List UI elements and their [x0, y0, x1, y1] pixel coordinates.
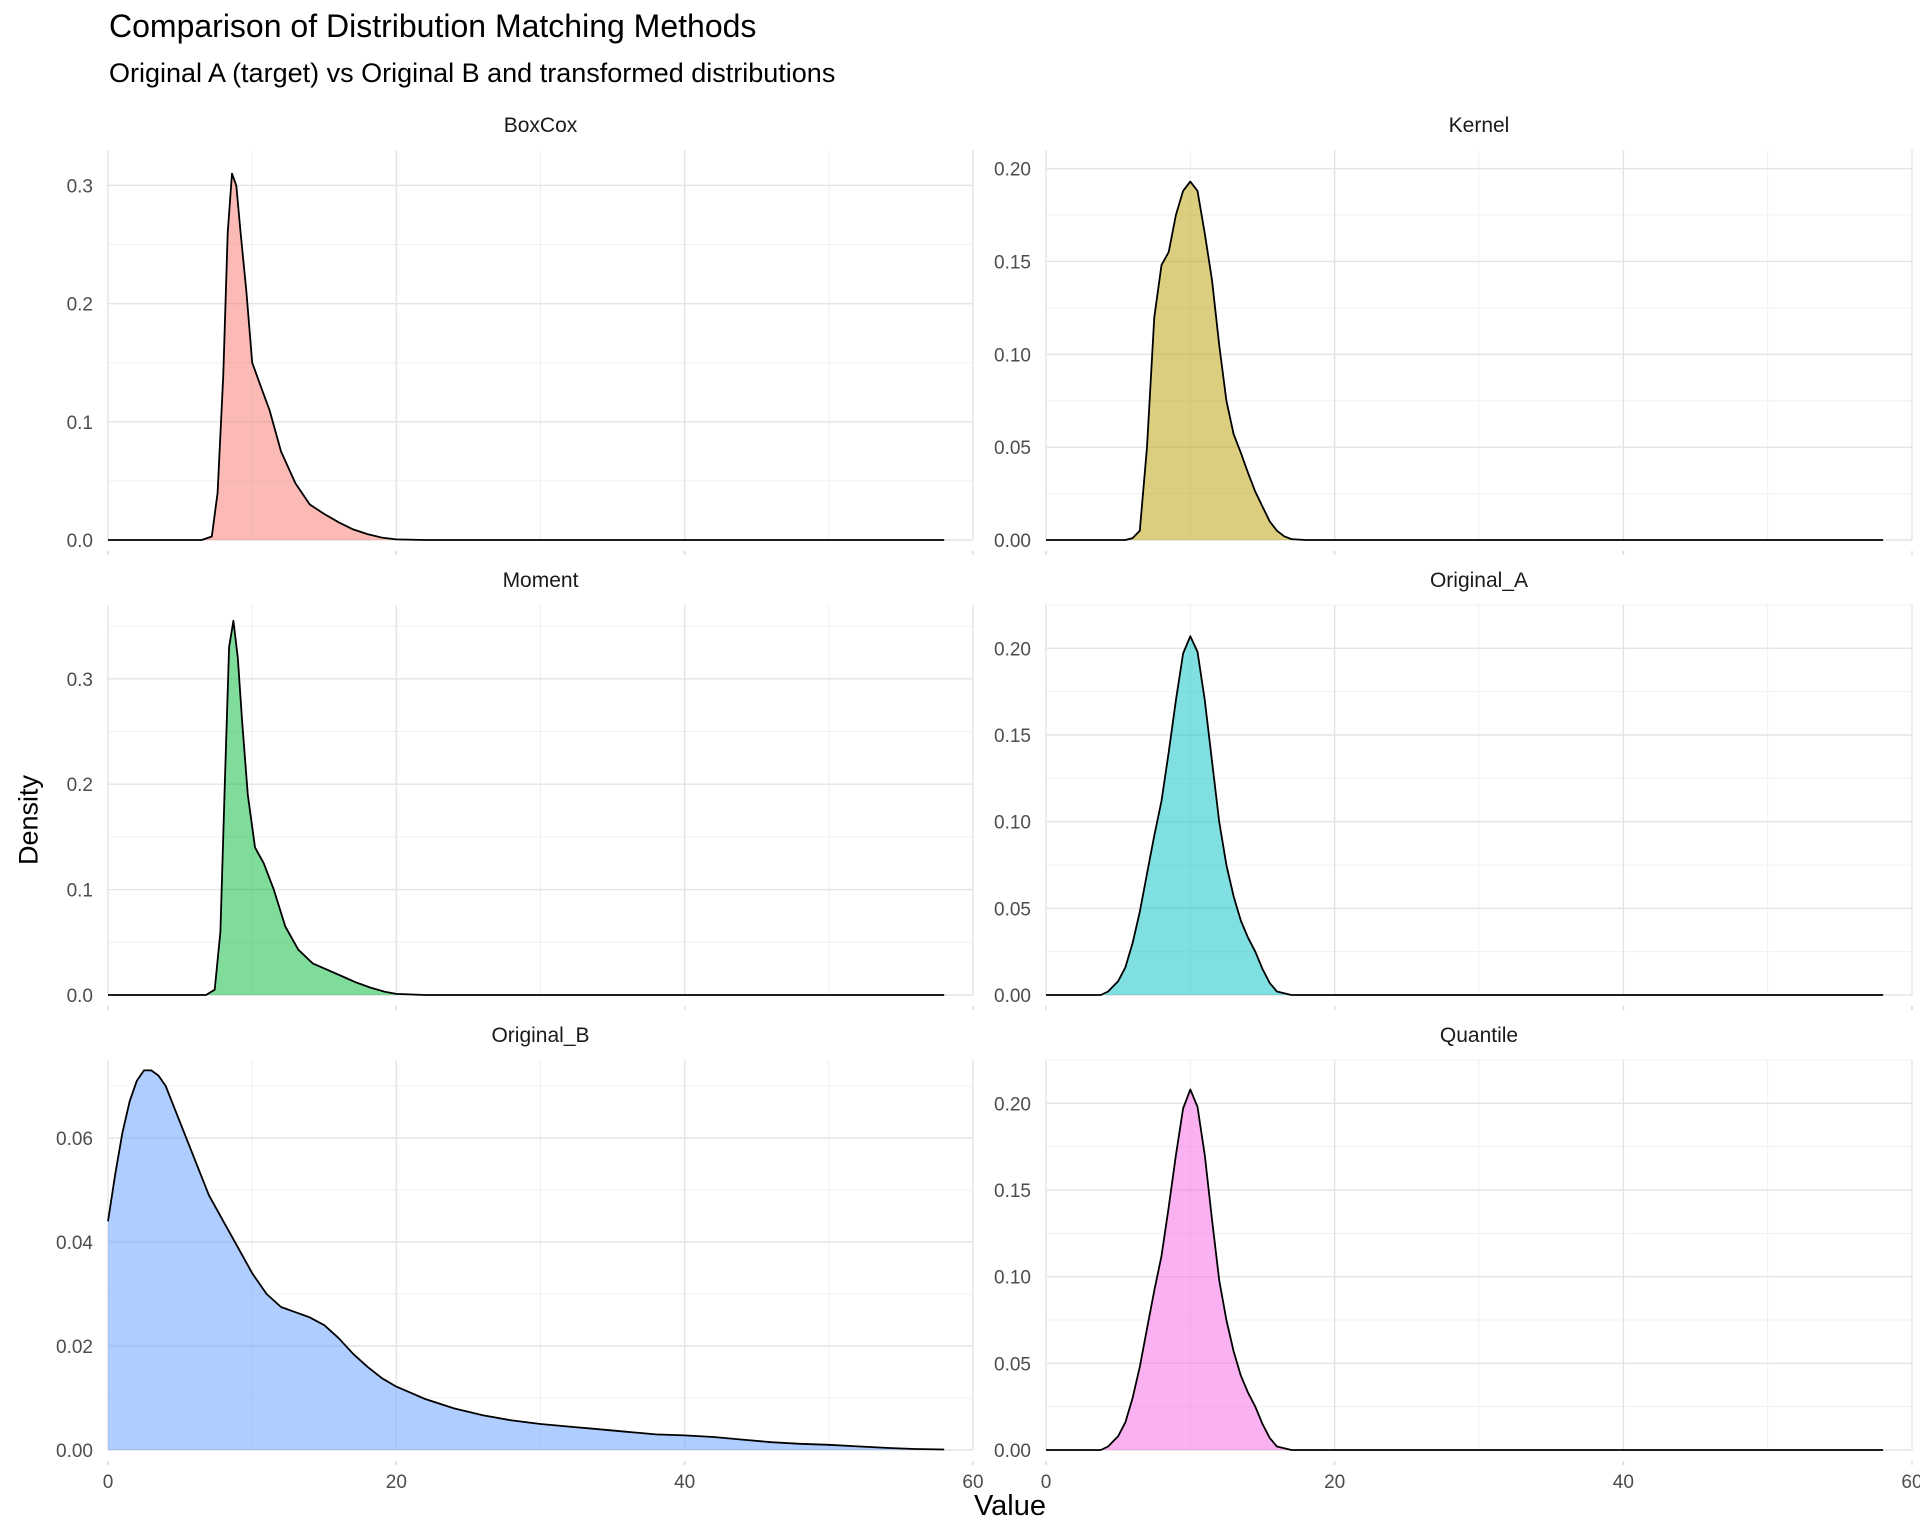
x-tick-label: 40	[1613, 1472, 1634, 1493]
y-tick-label: 0.06	[56, 1129, 93, 1150]
y-tick-label: 0.05	[994, 1354, 1031, 1375]
y-tick-label: 0.00	[994, 531, 1031, 552]
density-area	[1046, 1089, 1884, 1450]
density-line	[1046, 1088, 1884, 1451]
y-tick-label: 0.10	[994, 345, 1031, 366]
y-tick-label: 0.00	[994, 986, 1031, 1007]
x-tick-label: 60	[1901, 1472, 1920, 1493]
density-area	[108, 1070, 945, 1450]
density-line	[108, 619, 945, 996]
chart-title: Comparison of Distribution Matching Meth…	[109, 8, 757, 44]
facet-moment: Moment 0.0 0.1 0.2 0.3	[67, 569, 974, 1010]
y-tick-label: 0.00	[994, 1441, 1031, 1462]
facet-strip-label: BoxCox	[504, 114, 578, 137]
y-tick-label: 0.20	[994, 1094, 1031, 1115]
x-tick-label: 60	[962, 1472, 983, 1493]
y-tick-label: 0.2	[67, 295, 93, 316]
y-tick-label: 0.3	[67, 670, 93, 691]
y-tick-label: 0.04	[56, 1233, 93, 1254]
x-tick-label: 0	[1041, 1472, 1052, 1493]
facet-strip-label: Kernel	[1449, 114, 1510, 137]
density-area	[1046, 181, 1884, 540]
facet-original-b: Original_B 0.00 0.02 0.04 0.06 0 20 40 60	[56, 1024, 984, 1493]
x-tick-label: 20	[386, 1472, 407, 1493]
y-tick-label: 0.15	[994, 726, 1031, 747]
chart-subtitle: Original A (target) vs Original B and tr…	[109, 58, 836, 88]
facet-strip-label: Original_B	[491, 1024, 589, 1047]
y-tick-label: 0.1	[67, 413, 93, 434]
y-tick-label: 0.0	[67, 531, 93, 552]
y-tick-label: 0.1	[67, 881, 93, 902]
y-tick-label: 0.10	[994, 1268, 1031, 1289]
density-area	[1046, 636, 1884, 995]
facet-strip-label: Quantile	[1440, 1024, 1518, 1047]
y-tick-label: 0.05	[994, 899, 1031, 920]
density-line	[1046, 635, 1884, 996]
x-axis-label: Value	[973, 1490, 1047, 1522]
density-area	[108, 620, 945, 995]
y-tick-label: 0.3	[67, 176, 93, 197]
x-tick-label: 40	[674, 1472, 695, 1493]
y-tick-label: 0.0	[67, 986, 93, 1007]
y-tick-label: 0.05	[994, 438, 1031, 459]
y-tick-label: 0.02	[56, 1337, 93, 1358]
facet-original-a: Original_A 0.00 0.05 0.10 0.15 0.20	[994, 569, 1913, 1010]
facet-quantile: Quantile 0.00 0.05 0.10 0.15 0.20 0 20 40 60	[994, 1024, 1920, 1493]
facet-strip-label: Original_A	[1430, 569, 1528, 592]
density-line	[1046, 180, 1884, 541]
y-tick-label: 0.00	[56, 1441, 93, 1462]
facet-strip-label: Moment	[503, 569, 579, 592]
density-line	[107, 1069, 945, 1451]
density-line	[108, 172, 945, 541]
y-tick-label: 0.15	[994, 252, 1031, 273]
x-tick-label: 20	[1324, 1472, 1345, 1493]
facet-boxcox: BoxCox 0.0 0.1 0.2 0.3	[67, 114, 974, 555]
y-tick-label: 0.2	[67, 775, 93, 796]
x-tick-label: 0	[103, 1472, 114, 1493]
density-area	[108, 173, 945, 540]
y-tick-label: 0.15	[994, 1181, 1031, 1202]
y-tick-label: 0.10	[994, 813, 1031, 834]
y-tick-label: 0.20	[994, 160, 1031, 181]
facet-kernel: Kernel 0.00 0.05 0.10 0.15 0.20	[994, 114, 1913, 555]
y-tick-label: 0.20	[994, 639, 1031, 660]
